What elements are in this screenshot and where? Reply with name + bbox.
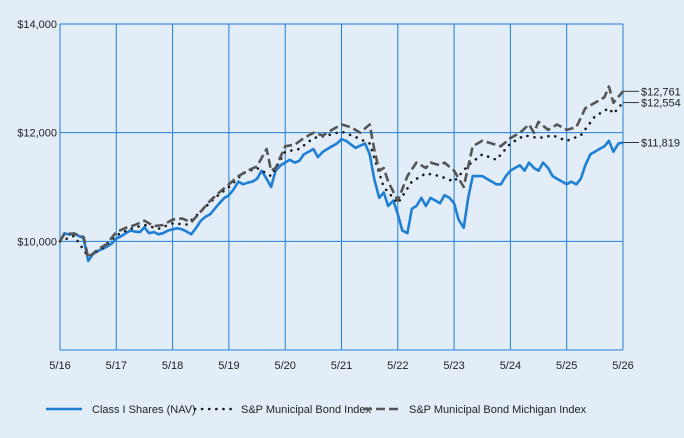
legend-label-2: S&P Municipal Bond Index [241, 404, 372, 416]
x-tick-label: 5/17 [106, 360, 127, 372]
x-tick-label: 5/19 [218, 360, 239, 372]
x-tick-label: 5/23 [443, 360, 464, 372]
series-line-1 [58, 137, 624, 263]
legend-label-3: S&P Municipal Bond Michigan Index [409, 404, 587, 416]
series-lines [58, 85, 625, 263]
x-tick-label: 5/16 [49, 360, 70, 372]
y-tick-label: $10,000 [17, 236, 57, 248]
legend-label-1: Class I Shares (NAV) [92, 404, 196, 416]
end-value-label-1: $11,819 [641, 138, 680, 150]
x-axis-tick-labels: 5/16 5/17 5/18 5/19 5/20 5/21 5/22 5/23 5/24 5/25… [49, 360, 633, 372]
x-tick-label: 5/20 [274, 360, 295, 372]
series-line-2 [58, 101, 625, 258]
series-line-3 [58, 85, 624, 259]
end-value-label-2: $12,554 [641, 98, 681, 110]
end-value-label-3: $12,761 [641, 86, 681, 98]
y-tick-label: $14,000 [17, 19, 57, 31]
end-value-labels: $11,819 $12,554$12,761 [623, 86, 681, 150]
x-tick-label: 5/24 [500, 360, 521, 372]
y-axis-tick-labels: $10,000 $12,000 $14,000 [17, 19, 57, 248]
x-tick-label: 5/18 [162, 360, 183, 372]
x-tick-label: 5/22 [387, 360, 408, 372]
x-tick-label: 5/26 [612, 360, 633, 372]
x-tick-label: 5/21 [331, 360, 352, 372]
grid-lines [59, 23, 624, 351]
x-tick-label: 5/25 [556, 360, 577, 372]
legend: Class I Shares (NAV) S&P Municipal Bond I… [46, 404, 587, 416]
y-tick-label: $12,000 [17, 128, 57, 140]
